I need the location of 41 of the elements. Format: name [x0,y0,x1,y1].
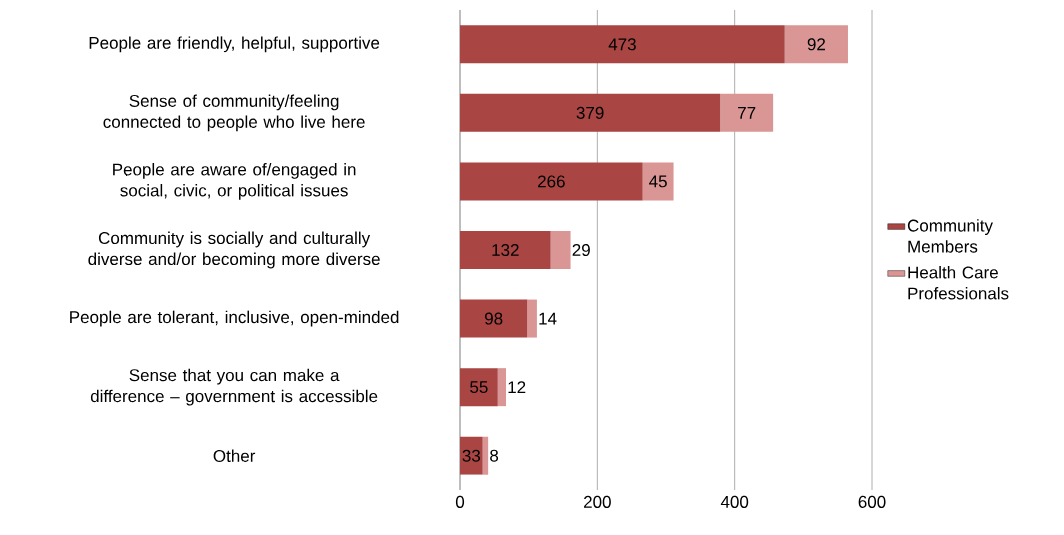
data-label: 14 [539,312,557,325]
y-tick-label: Sense that you can make a difference – government is accessible [90,368,378,406]
bar [460,231,551,270]
bar [460,436,483,475]
y-tick-label: Other [213,449,256,462]
bar [482,436,489,475]
data-label: 379 [576,106,604,119]
data-label: 55 [470,381,488,394]
bar [460,25,785,64]
bar [527,299,537,338]
x-tick-label: 400 [720,495,749,508]
bar [460,93,721,132]
y-tick-label: Sense of community/feeling connected to people who live here [103,94,365,132]
bar [497,368,507,407]
data-label: 92 [807,38,825,51]
bar [550,231,571,270]
y-tick-label: People are tolerant, inclusive, open-minded [70,310,399,327]
data-label: 77 [738,107,756,119]
x-tick-label: 200 [584,495,611,508]
legend-label: Community Members [907,219,993,253]
data-label: 33 [462,449,481,462]
data-label: 45 [649,175,667,188]
y-tick-label: Community is socially and culturally diverse and/or becoming more diverse [88,231,380,269]
bar [720,93,774,132]
bar [460,162,643,201]
data-label: 12 [508,381,526,394]
data-label: 29 [572,243,590,257]
data-label: 98 [485,312,503,325]
bar [784,25,848,64]
legend-label: Health Care Professionals [908,266,1009,300]
data-label: 266 [538,175,565,188]
bar [642,162,674,201]
y-tick-label: People are aware of/engaged in social, civic, or political issues [113,163,356,200]
y-tick-label: People are friendly, helpful, supportive [89,36,380,53]
x-tick-label: 0 [455,495,465,508]
bar [460,299,528,338]
data-label: 473 [608,38,636,51]
data-label: 132 [492,243,519,257]
x-tick-label: 600 [858,495,886,508]
bar [460,368,498,407]
data-label: 8 [490,449,499,462]
